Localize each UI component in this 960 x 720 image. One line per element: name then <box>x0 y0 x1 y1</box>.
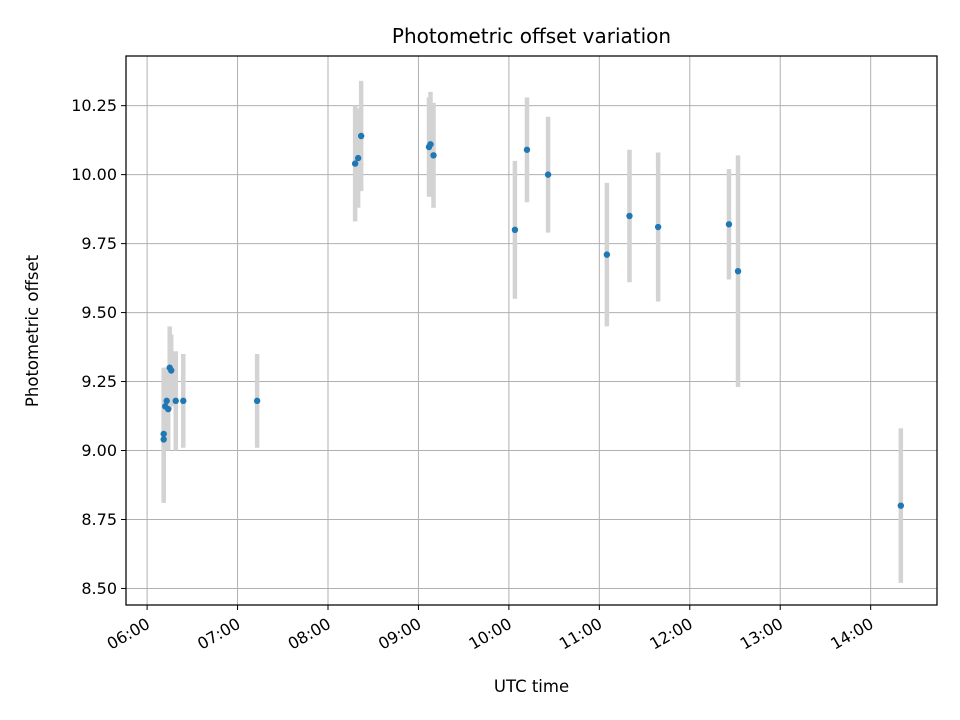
chart-title: Photometric offset variation <box>392 24 671 48</box>
y-tick-label: 8.75 <box>81 510 117 529</box>
y-tick-label: 9.00 <box>81 441 117 460</box>
data-point <box>511 226 519 234</box>
data-point <box>172 397 179 405</box>
data-point <box>180 397 187 405</box>
y-axis: 8.50 8.75 9.00 9.25 9.50 9.75 10.00 10.25 <box>71 96 126 598</box>
data-point <box>160 436 167 443</box>
y-tick-label: 10.25 <box>71 96 117 115</box>
grid <box>126 56 937 605</box>
data-point <box>430 152 437 159</box>
data-point <box>725 221 733 228</box>
y-tick-label: 10.00 <box>71 165 117 184</box>
data-point <box>523 146 531 153</box>
y-tick-label: 9.50 <box>81 303 117 322</box>
data-point <box>354 154 362 162</box>
y-tick-label: 9.75 <box>81 234 117 253</box>
data-point <box>357 132 365 140</box>
data-point <box>160 430 167 438</box>
data-point <box>351 160 359 167</box>
data-point <box>897 502 905 509</box>
data-point <box>734 267 742 275</box>
plot-frame <box>125 55 938 606</box>
data-point <box>544 171 552 178</box>
y-tick-label: 8.50 <box>81 579 117 598</box>
data-point <box>163 397 170 405</box>
data-point <box>165 405 172 413</box>
data-point <box>654 223 662 231</box>
data-point <box>603 251 611 258</box>
data-point <box>168 367 175 374</box>
data-points <box>160 132 905 509</box>
data-point <box>253 397 261 405</box>
x-axis-label: UTC time <box>494 677 569 696</box>
y-tick-label: 9.25 <box>81 372 117 391</box>
data-point <box>626 212 633 220</box>
y-axis-label: Photometric offset <box>23 254 42 407</box>
data-point <box>427 141 434 148</box>
